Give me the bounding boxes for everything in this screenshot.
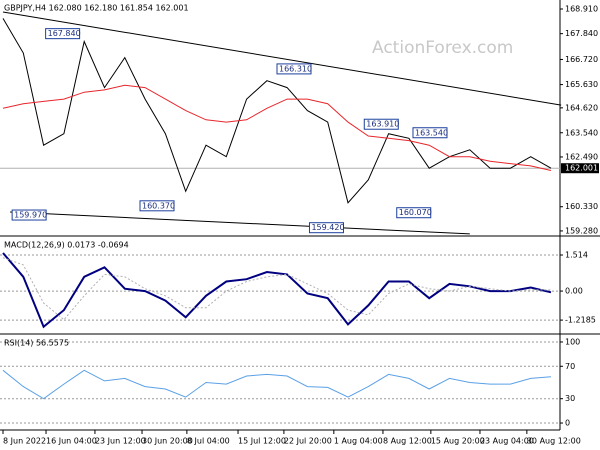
annotation-box [363,118,399,130]
x-tick-label: 23 Aug 04:00 [480,437,534,446]
x-tick-label: 15 Jul 12:00 [238,437,286,446]
series-line [2,84,552,171]
annotation-label: 160.370 [142,201,175,210]
series-line [2,369,552,400]
annotation-label: 167.840 [48,29,81,38]
annotation-label: 159.970 [14,211,47,220]
annotation-box [396,207,432,219]
y-tick-label: 1.514 [565,251,588,260]
annotation-box [308,222,344,234]
annotation-box [139,200,175,212]
panel-title: MACD(12,26,9) 0.0173 -0.0694 [4,241,129,250]
series-line [2,252,552,329]
y-tick-label: 159.280 [565,226,598,235]
current-price-label: 162.001 [565,164,598,173]
y-tick-label: 168.910 [565,4,598,13]
series-line [2,257,551,321]
x-tick-label: 30 Jun 20:00 [142,437,193,446]
annotation-label: 163.910 [366,120,399,129]
y-tick-label: 0.00 [565,287,583,296]
x-tick-label: 8 Jul 04:00 [187,437,230,446]
y-tick-label: 163.540 [565,128,598,137]
annotation-label: 163.540 [415,128,448,137]
x-tick-label: 16 Jun 04:00 [46,437,97,446]
series-line [2,18,552,204]
trend-line [2,11,562,106]
watermark: ActionForex.com [372,38,513,58]
annotation-box [412,127,448,139]
x-tick-label: 1 Aug 04:00 [334,437,383,446]
y-tick-label: 30 [565,394,575,403]
annotation-box [45,28,81,40]
x-tick-label: 23 Jun 12:00 [95,437,146,446]
x-tick-label: 8 Jun 2022 [3,437,46,446]
x-tick-label: 22 Jul 20:00 [284,437,332,446]
y-tick-label: 166.720 [565,55,598,64]
annotation-label: 159.420 [311,223,344,232]
panel-title: GBPJPY,H4 162.080 162.180 161.854 162.00… [4,4,189,13]
y-tick-label: 164.620 [565,103,598,112]
x-tick-label: 8 Aug 12:00 [383,437,432,446]
annotation-box [11,209,47,221]
annotation-label: 160.070 [399,208,432,217]
y-tick-label: 165.630 [565,80,598,89]
annotation-box [276,63,312,75]
y-tick-label: 100 [565,337,580,346]
x-tick-label: 30 Aug 12:00 [527,437,581,446]
y-tick-label: 160.330 [565,202,598,211]
panel-title: RSI(14) 56.5575 [4,339,69,348]
annotation-label: 166.310 [279,64,312,73]
y-tick-label: 167.840 [565,29,598,38]
y-tick-label: -1.2185 [565,316,596,325]
y-tick-label: 162.490 [565,152,598,161]
x-tick-label: 15 Aug 20:00 [431,437,485,446]
y-tick-label: 70 [565,362,575,371]
current-price-box [561,163,599,174]
y-tick-label: 0 [565,419,570,428]
trend-line [10,211,470,235]
